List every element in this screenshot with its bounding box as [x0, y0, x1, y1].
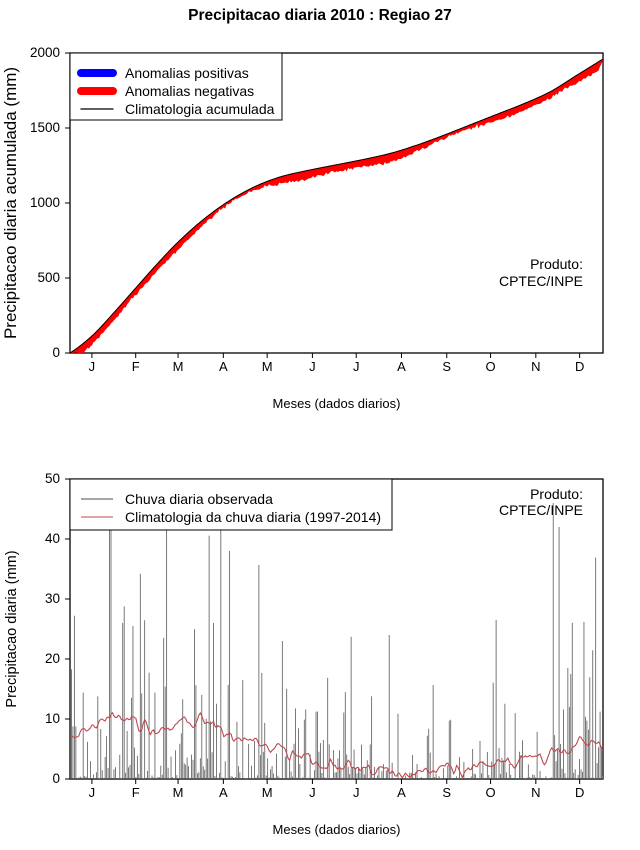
svg-text:O: O [485, 359, 495, 374]
svg-text:40: 40 [45, 531, 60, 546]
svg-text:0: 0 [52, 345, 60, 360]
svg-text:A: A [219, 359, 228, 374]
svg-text:F: F [132, 359, 140, 374]
svg-text:M: M [173, 785, 184, 800]
svg-text:J: J [353, 785, 360, 800]
svg-text:20: 20 [45, 651, 60, 666]
svg-text:0: 0 [52, 771, 60, 786]
svg-text:J: J [89, 785, 96, 800]
svg-text:A: A [397, 359, 406, 374]
svg-text:Anomalias positivas: Anomalias positivas [125, 65, 249, 81]
svg-text:CPTEC/INPE: CPTEC/INPE [499, 273, 583, 289]
svg-text:Chuva diaria observada: Chuva diaria observada [125, 491, 273, 507]
svg-text:N: N [531, 785, 540, 800]
svg-text:Climatologia acumulada: Climatologia acumulada [125, 101, 275, 117]
svg-text:1500: 1500 [30, 120, 60, 135]
svg-text:Anomalias negativas: Anomalias negativas [125, 83, 254, 99]
svg-text:M: M [173, 359, 184, 374]
svg-text:2000: 2000 [30, 45, 60, 60]
svg-text:M: M [262, 785, 273, 800]
svg-text:Precipitacao diaria acumulada: Precipitacao diaria acumulada (mm) [1, 67, 20, 339]
svg-text:A: A [397, 785, 406, 800]
svg-text:J: J [89, 359, 96, 374]
svg-text:N: N [531, 359, 540, 374]
svg-text:D: D [575, 785, 584, 800]
svg-text:30: 30 [45, 591, 60, 606]
svg-text:S: S [442, 359, 451, 374]
svg-text:A: A [219, 785, 228, 800]
svg-text:D: D [575, 359, 584, 374]
svg-text:Produto:: Produto: [530, 256, 583, 272]
svg-text:F: F [132, 785, 140, 800]
svg-text:Meses (dados diarios): Meses (dados diarios) [273, 396, 401, 411]
svg-text:1000: 1000 [30, 195, 60, 210]
svg-text:500: 500 [37, 270, 60, 285]
svg-text:Climatologia da chuva diaria (: Climatologia da chuva diaria (1997-2014) [125, 509, 381, 525]
svg-text:J: J [309, 359, 316, 374]
svg-text:Produto:: Produto: [530, 486, 583, 502]
svg-text:50: 50 [45, 471, 60, 486]
svg-text:M: M [262, 359, 273, 374]
svg-text:J: J [353, 359, 360, 374]
svg-text:S: S [442, 785, 451, 800]
svg-text:Meses (dados diarios): Meses (dados diarios) [273, 822, 401, 837]
svg-text:O: O [485, 785, 495, 800]
svg-text:J: J [309, 785, 316, 800]
svg-text:Precipitacao diaria (mm): Precipitacao diaria (mm) [4, 550, 20, 707]
svg-text:10: 10 [45, 711, 60, 726]
svg-text:CPTEC/INPE: CPTEC/INPE [499, 502, 583, 518]
svg-text:Precipitacao diaria 2010 : Reg: Precipitacao diaria 2010 : Regiao 27 [188, 7, 452, 24]
